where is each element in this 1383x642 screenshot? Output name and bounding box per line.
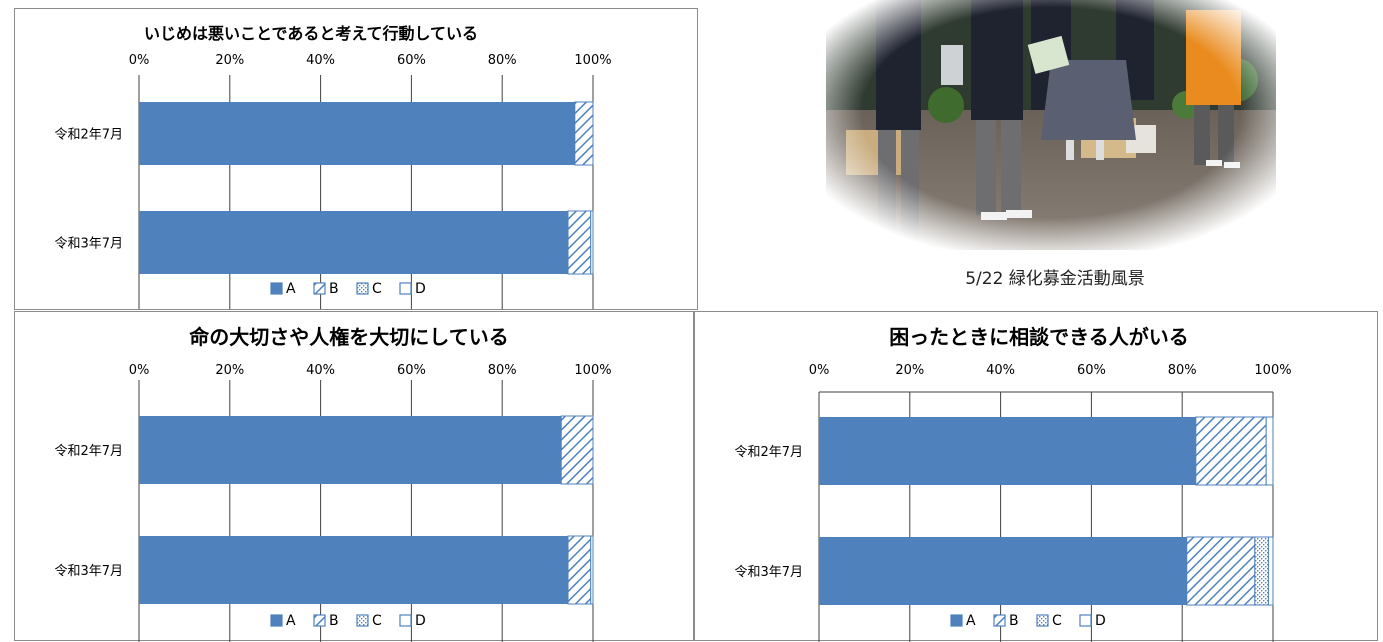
bar-b [560, 415, 594, 485]
legend-swatch-d [399, 614, 412, 627]
legend-label: D [1095, 613, 1106, 629]
legend-swatch-a [950, 614, 963, 627]
legend-label: A [286, 613, 296, 629]
category-label: 令和2年7月 [734, 445, 803, 460]
tick-label: 20% [215, 363, 244, 378]
category-label: 令和3年7月 [734, 565, 803, 580]
chart-title: いじめは悪いことであると考えて行動している [144, 24, 478, 43]
legend-swatch-d [399, 282, 412, 295]
legend-label: C [1052, 613, 1062, 629]
bar-b [567, 210, 592, 275]
chart-title: 命の大切さや人権を大切にしている [189, 325, 508, 349]
category-label: 令和2年7月 [54, 128, 123, 143]
bar-b [1186, 536, 1256, 606]
chart-bullying: いじめは悪いことであると考えて行動している 0% 20% 40% 60% 80% 100% 令… [54, 24, 612, 309]
chart-bullying-panel: いじめは悪いことであると考えて行動している 0% 20% 40% 60% 80% 100% 令… [14, 8, 698, 310]
chart-consult-panel: 困ったときに相談できる人がいる 0% 20% 40% 60% 80% 100% 令和2年7月令… [694, 311, 1378, 642]
tick-label: 60% [397, 53, 426, 68]
chart-life-rights-panel: 命の大切さや人権を大切にしている 0% 20% 40% 60% 80% 100% 令和2年7月… [14, 311, 694, 642]
bar-a [139, 211, 569, 274]
legend-swatch-b [313, 614, 326, 627]
tick-label: 60% [397, 363, 426, 378]
fundraising-photo [826, 0, 1276, 250]
legend-label: B [329, 613, 339, 629]
legend-swatch-d [1079, 614, 1092, 627]
chart-consult: 困ったときに相談できる人がいる 0% 20% 40% 60% 80% 100% 令和2年7月令… [734, 325, 1292, 642]
bar-a [139, 102, 575, 165]
legend-label: D [415, 281, 426, 297]
tick-label: 20% [895, 363, 924, 378]
legend-swatch-b [993, 614, 1006, 627]
tick-label: 40% [986, 363, 1015, 378]
bar-d [590, 210, 594, 275]
bar-d [590, 535, 594, 605]
tick-label: 100% [1254, 363, 1291, 378]
photo-illustration [826, 0, 1276, 250]
tick-label: 40% [306, 53, 335, 68]
tick-label: 0% [129, 363, 150, 378]
bar-a [819, 537, 1187, 605]
photo-caption: 5/22 緑化募金活動風景 [965, 269, 1145, 289]
legend-swatch-c [1036, 614, 1049, 627]
legend-label: C [372, 281, 382, 297]
tick-label: 0% [129, 53, 150, 68]
bar-b [1195, 416, 1267, 486]
bar-d [1267, 536, 1274, 606]
category-label: 令和3年7月 [54, 564, 123, 579]
tick-label: 80% [1168, 363, 1197, 378]
legend-swatch-a [270, 282, 283, 295]
bar-d [1265, 416, 1274, 486]
tick-label: 100% [574, 363, 611, 378]
legend-label: D [415, 613, 426, 629]
bar-b [574, 101, 594, 166]
legend-swatch-a [270, 614, 283, 627]
chart-life-rights: 命の大切さや人権を大切にしている 0% 20% 40% 60% 80% 100% 令和2年7月… [54, 325, 612, 642]
legend-label: B [329, 281, 339, 297]
bar-a [139, 536, 569, 604]
legend-label: C [372, 613, 382, 629]
bar-b [567, 535, 592, 605]
legend-label: B [1009, 613, 1019, 629]
legend-swatch-c [356, 282, 369, 295]
chart-title: 困ったときに相談できる人がいる [889, 325, 1189, 349]
tick-label: 80% [488, 53, 517, 68]
legend-label: A [966, 613, 976, 629]
bar-a [139, 416, 562, 484]
tick-label: 80% [488, 363, 517, 378]
tick-label: 0% [809, 363, 830, 378]
legend-swatch-c [356, 614, 369, 627]
bar-a [819, 417, 1196, 485]
bar-c [1254, 536, 1269, 606]
legend-label: A [286, 281, 296, 297]
tick-label: 60% [1077, 363, 1106, 378]
tick-label: 40% [306, 363, 335, 378]
tick-label: 20% [215, 53, 244, 68]
category-label: 令和3年7月 [54, 237, 123, 252]
legend-swatch-b [313, 282, 326, 295]
tick-label: 100% [574, 53, 611, 68]
category-label: 令和2年7月 [54, 444, 123, 459]
